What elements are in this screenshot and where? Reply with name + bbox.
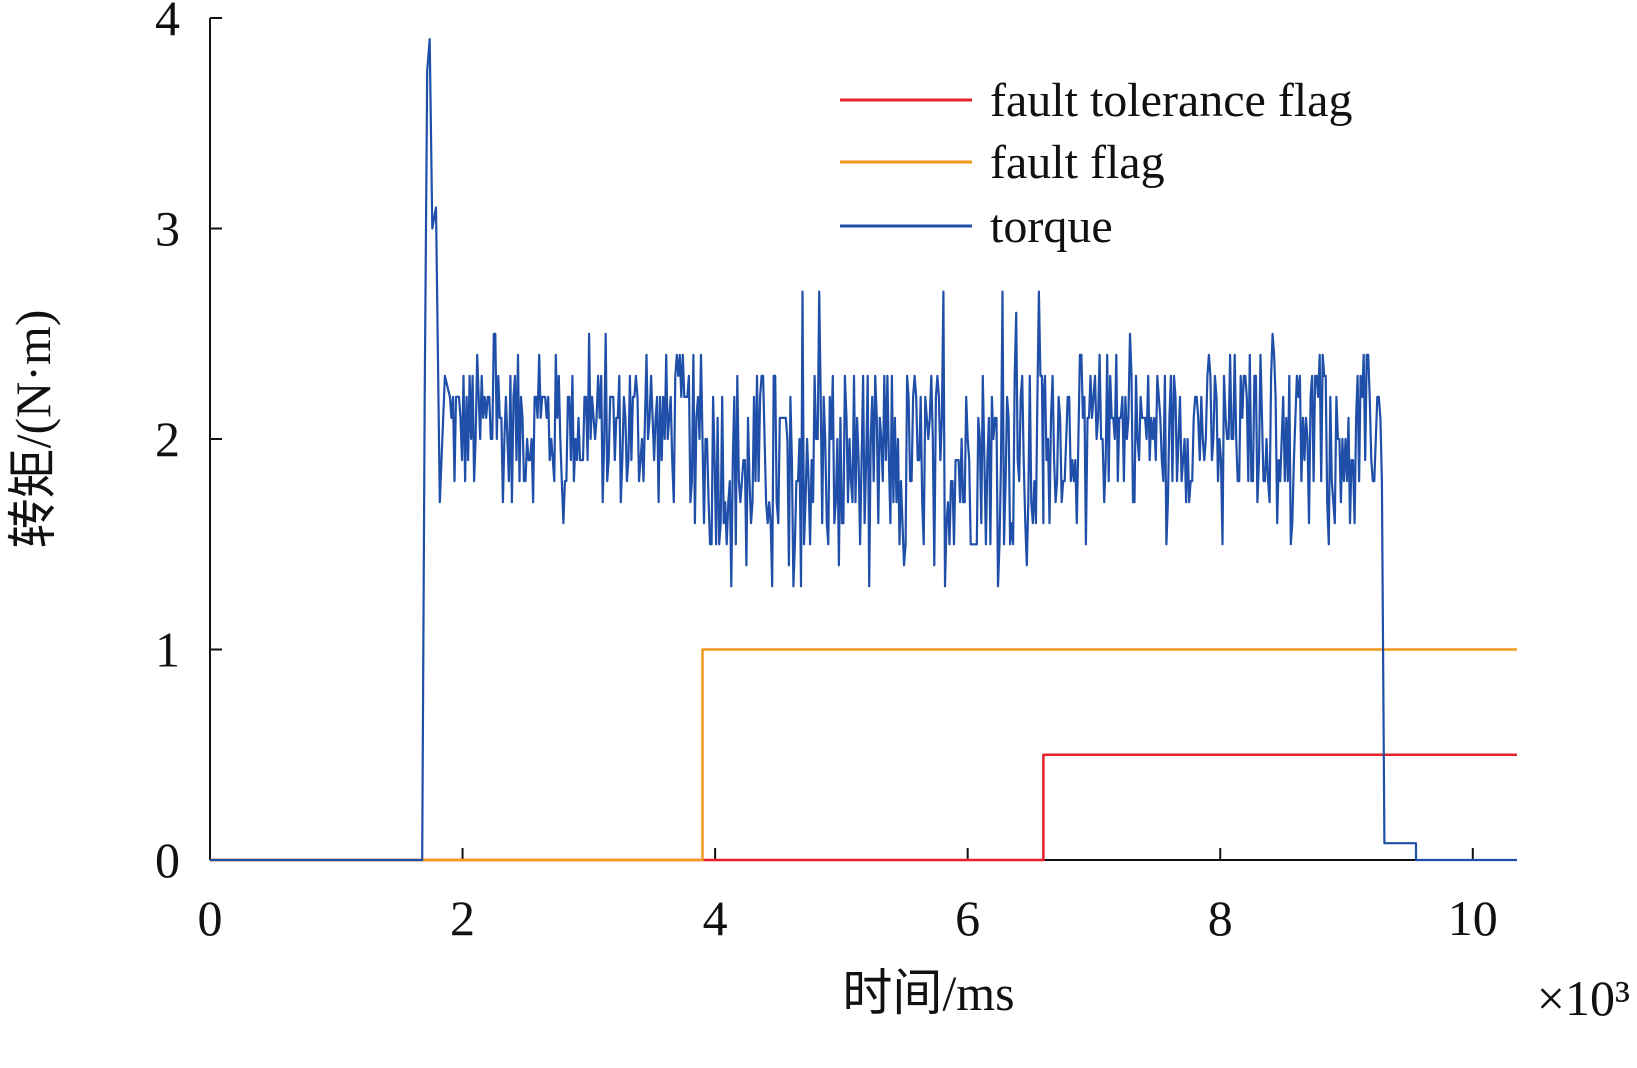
x-tick-label: 0 (198, 890, 223, 946)
y-tick-label: 0 (155, 832, 180, 888)
y-tick-label: 1 (155, 622, 180, 678)
x-tick-label: 10 (1448, 890, 1498, 946)
legend-label: torque (990, 200, 1113, 253)
x-tick-label: 4 (703, 890, 728, 946)
x-tick-label: 6 (955, 890, 980, 946)
ticks: 0 1 2 3 4 0 2 4 6 8 10 (155, 0, 1498, 946)
y-tick-label: 2 (155, 411, 180, 467)
y-tick-label: 4 (155, 0, 180, 46)
legend-label: fault flag (990, 136, 1165, 189)
y-axis-label: 转矩/(N·m) (5, 310, 61, 549)
y-tick-label: 3 (155, 201, 180, 257)
x-axis-multiplier: ×10³ (1537, 970, 1630, 1026)
series-layer (210, 38, 1517, 862)
x-axis-label: 时间/ms (842, 965, 1014, 1021)
x-tick-label: 2 (450, 890, 475, 946)
series-line-fault-flag (210, 648, 1517, 862)
legend: fault tolerance flag fault flag torque (840, 74, 1352, 253)
series-line-fault-tolerance-flag (210, 753, 1517, 862)
series-line-torque (210, 38, 1517, 862)
legend-label: fault tolerance flag (990, 74, 1352, 127)
x-tick-label: 8 (1208, 890, 1233, 946)
